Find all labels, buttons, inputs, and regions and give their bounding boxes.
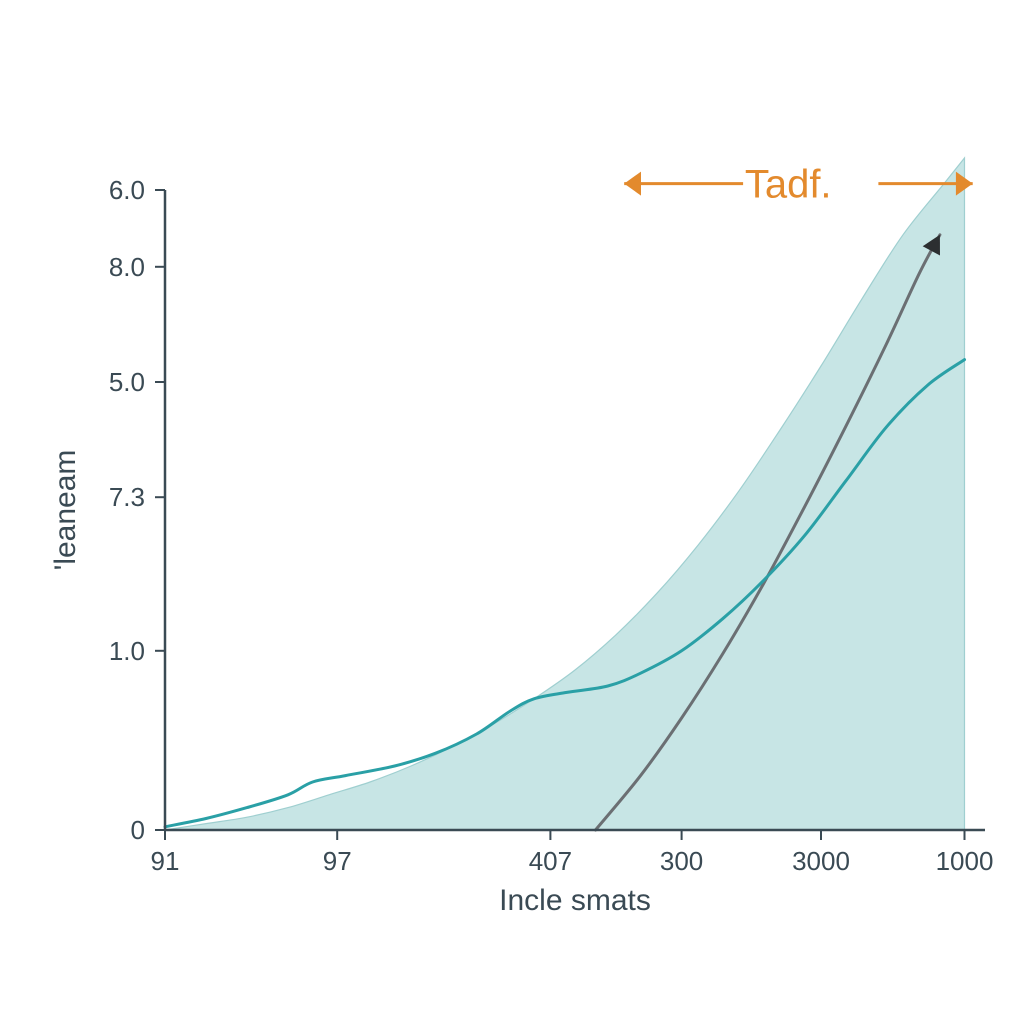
y-axis-label: 'leaneam xyxy=(49,450,82,571)
x-tick-label: 3000 xyxy=(792,846,850,876)
y-tick-label: 6.0 xyxy=(109,175,145,205)
y-tick-label: 0 xyxy=(131,815,145,845)
x-tick-label: 407 xyxy=(529,846,572,876)
x-tick-label: 300 xyxy=(660,846,703,876)
y-tick-label: 5.0 xyxy=(109,367,145,397)
x-tick-label: 91 xyxy=(151,846,180,876)
x-tick-label: 97 xyxy=(323,846,352,876)
chart-container: 0 1.0 7.3 5.0 8.0 6.0 91 97 407 300 3000 1000 Incle … xyxy=(0,0,1024,1024)
chart-svg: 0 1.0 7.3 5.0 8.0 6.0 91 97 407 300 3000 1000 Incle … xyxy=(0,0,1024,1024)
y-tick-label: 8.0 xyxy=(109,252,145,282)
y-tick-label: 7.3 xyxy=(109,482,145,512)
y-tick-label: 1.0 xyxy=(109,636,145,666)
x-tick-label: 1000 xyxy=(936,846,994,876)
x-axis-label: Incle smats xyxy=(499,884,651,917)
callout-label: Tadf. xyxy=(745,163,832,207)
